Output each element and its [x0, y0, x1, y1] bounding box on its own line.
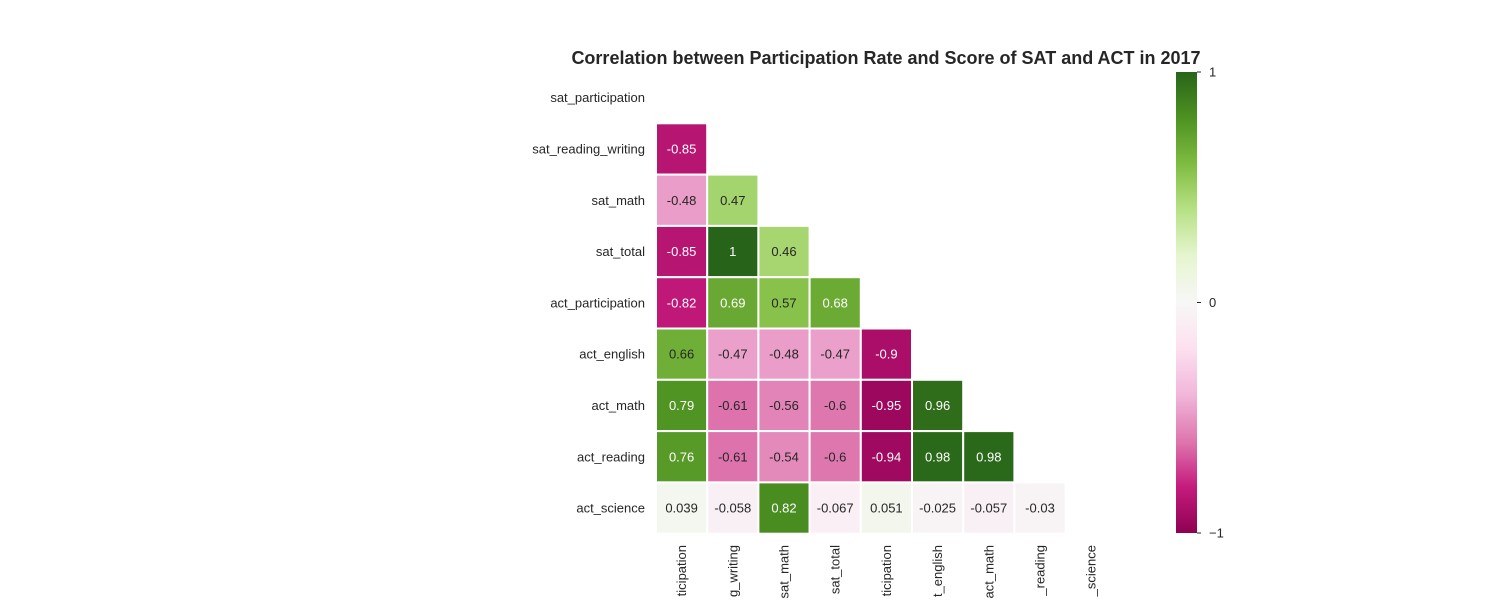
heatmap-cells: -0.85 -0.48 0.47 -0.85 1 0.46 -0.82 0.69 0.57 0.6…	[655, 122, 1067, 535]
cell-value-label: -0.6	[824, 398, 846, 413]
heatmap-cell	[706, 276, 760, 330]
heatmap-cell	[655, 430, 709, 484]
cell-value-label: -0.61	[718, 398, 748, 413]
cell-value-label: 0.57	[771, 295, 796, 310]
cell-value-label: 0.47	[720, 193, 745, 208]
colorbar-ticks: 1 0 −1	[1197, 65, 1224, 541]
row-tick-label: act_english	[579, 347, 645, 362]
row-tick-label: act_participation	[550, 295, 645, 310]
colorbar-tick-label: 1	[1209, 65, 1216, 80]
row-tick-label: sat_reading_writing	[532, 141, 645, 156]
column-tick-label: _reading	[1033, 545, 1048, 597]
cell-value-label: -0.47	[820, 347, 850, 362]
cell-value-label: 1	[729, 244, 736, 259]
cell-value-label: -0.025	[919, 501, 956, 516]
colorbar: 1 0 −1	[1176, 65, 1224, 541]
cell-value-label: -0.61	[718, 449, 748, 464]
heatmap-cell	[757, 481, 811, 535]
heatmap-cell	[859, 378, 913, 433]
colorbar-tick-label: 0	[1209, 295, 1216, 310]
column-tick-label: sat_total	[828, 545, 843, 594]
column-tick-label: sat_math	[777, 545, 792, 598]
column-tick-label: g_writing	[725, 545, 740, 597]
heatmap-cell	[962, 481, 1016, 535]
heatmap-cell	[655, 378, 709, 433]
heatmap-cell	[655, 481, 709, 535]
column-tick-labels: ticipation g_writing sat_math sat_total tici…	[674, 545, 1099, 599]
row-tick-label: sat_total	[596, 244, 645, 259]
cell-value-label: -0.9	[875, 347, 897, 362]
chart-title: Correlation between Participation Rate a…	[571, 48, 1200, 68]
cell-value-label: -0.057	[970, 501, 1007, 516]
cell-value-label: -0.54	[769, 449, 799, 464]
heatmap-cell	[911, 378, 965, 433]
cell-value-label: 0.69	[720, 295, 745, 310]
cell-value-label: 0.039	[665, 501, 698, 516]
cell-value-label: -0.85	[667, 244, 697, 259]
cell-value-label: -0.48	[769, 347, 799, 362]
cell-value-label: -0.56	[769, 398, 799, 413]
cell-value-label: 0.96	[925, 398, 950, 413]
heatmap-cell	[911, 430, 965, 484]
cell-value-label: -0.94	[872, 449, 902, 464]
heatmap-cell	[757, 224, 811, 279]
row-tick-label: act_science	[576, 501, 645, 516]
column-tick-label: ticipation	[879, 545, 894, 596]
row-tick-label: act_reading	[577, 449, 645, 464]
row-tick-label: sat_participation	[550, 90, 645, 105]
heatmap-cell	[911, 481, 965, 535]
heatmap-cell	[808, 378, 862, 433]
cell-value-label: 0.66	[669, 347, 694, 362]
cell-value-label: 0.68	[823, 295, 848, 310]
heatmap-cell	[1013, 481, 1067, 535]
cell-value-label: -0.47	[718, 347, 748, 362]
cell-value-label: -0.6	[824, 449, 846, 464]
cell-value-label: -0.03	[1025, 501, 1055, 516]
cell-value-label: 0.051	[870, 501, 903, 516]
cell-value-label: 0.98	[976, 449, 1001, 464]
cell-value-label: 0.79	[669, 398, 694, 413]
cell-value-label: 0.82	[771, 501, 796, 516]
colorbar-gradient	[1176, 72, 1197, 533]
cell-value-label: 0.76	[669, 449, 694, 464]
cell-value-label: 0.46	[771, 244, 796, 259]
heatmap-cell	[706, 378, 760, 433]
colorbar-tick-label: −1	[1209, 526, 1224, 541]
row-tick-label: act_math	[592, 398, 645, 413]
cell-value-label: -0.95	[872, 398, 902, 413]
heatmap-cell	[706, 430, 760, 484]
cell-value-label: -0.067	[817, 501, 854, 516]
column-tick-label: act_math	[981, 545, 996, 598]
cell-value-label: -0.82	[667, 295, 697, 310]
column-tick-label: _science	[1084, 545, 1099, 597]
cell-value-label: -0.058	[714, 501, 751, 516]
cell-value-label: -0.85	[667, 141, 697, 156]
cell-value-label: 0.98	[925, 449, 950, 464]
cell-value-label: -0.48	[667, 193, 697, 208]
row-tick-labels: sat_participation sat_reading_writing sat_…	[532, 90, 645, 515]
row-tick-label: sat_math	[592, 193, 645, 208]
heatmap-cell	[808, 276, 862, 330]
heatmap-cell	[808, 327, 862, 381]
heatmap-cell	[706, 327, 760, 381]
column-tick-label: ticipation	[674, 545, 689, 596]
column-tick-label: t_english	[930, 545, 945, 597]
